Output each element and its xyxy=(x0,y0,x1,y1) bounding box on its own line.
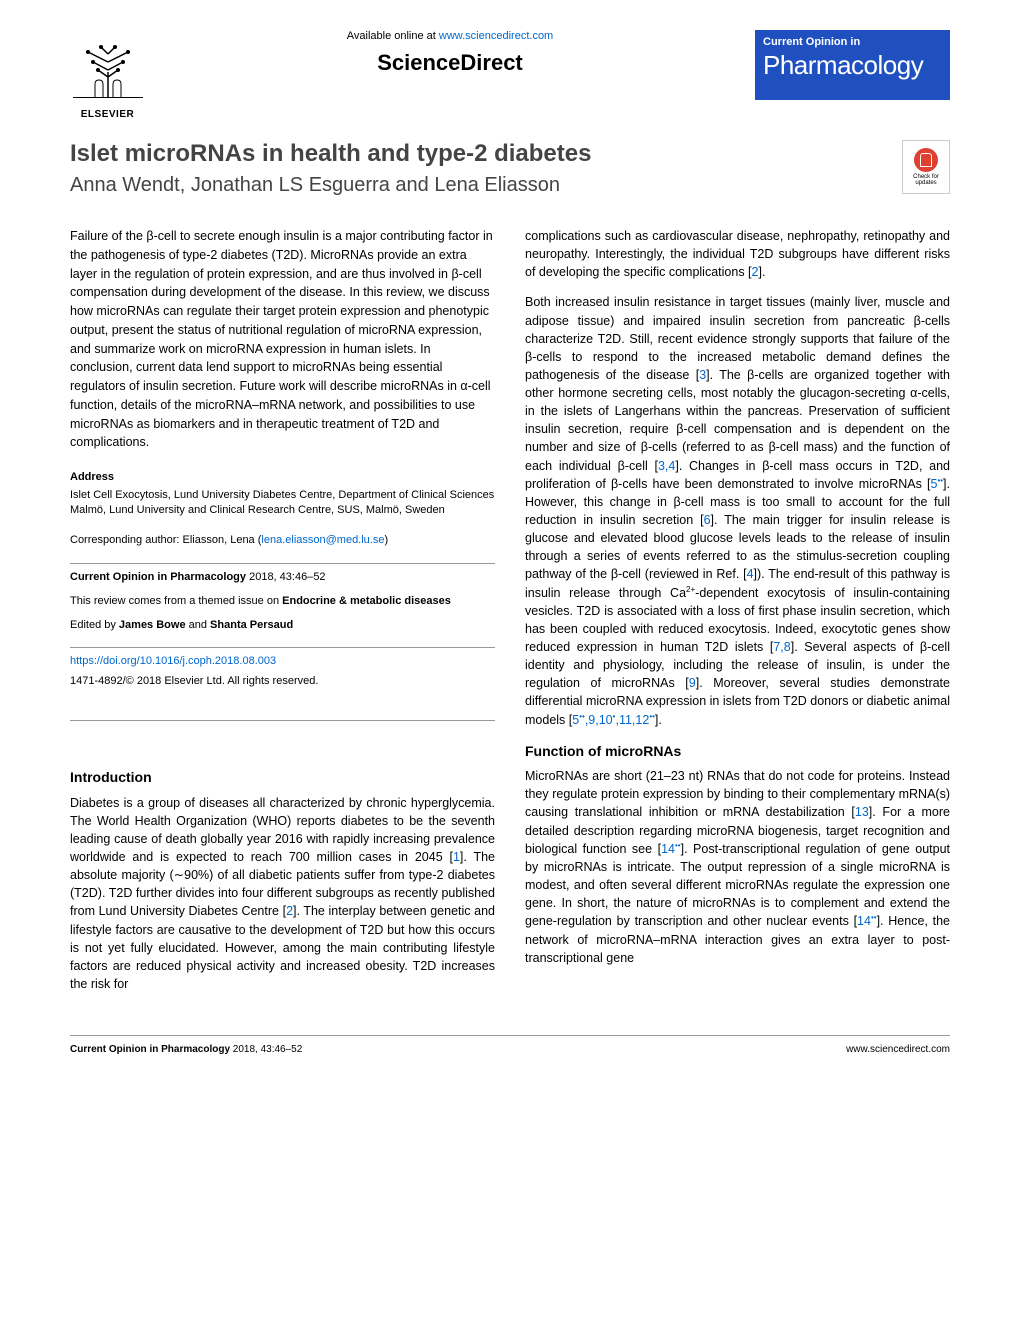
elsevier-text: ELSEVIER xyxy=(81,109,134,120)
intro-head: Introduction xyxy=(70,767,495,787)
edited-prefix: Edited by xyxy=(70,619,119,631)
ref-6[interactable]: 6 xyxy=(704,513,711,527)
intro-p1-a: Diabetes is a group of diseases all char… xyxy=(70,796,495,864)
title-block: Islet microRNAs in health and type-2 dia… xyxy=(70,140,902,197)
authors: Anna Wendt, Jonathan LS Esguerra and Len… xyxy=(70,174,902,197)
article-title: Islet microRNAs in health and type-2 dia… xyxy=(70,140,902,168)
ref-12[interactable]: 12 xyxy=(635,713,649,727)
func-head: Function of microRNAs xyxy=(525,741,950,761)
sciencedirect-logo: ScienceDirect xyxy=(165,50,735,76)
footer: Current Opinion in Pharmacology 2018, 43… xyxy=(70,1035,950,1055)
edited-by: Edited by James Bowe and Shanta Persaud xyxy=(70,618,495,634)
ref-14[interactable]: 14 xyxy=(661,842,675,856)
footer-left-bold: Current Opinion in Pharmacology xyxy=(70,1044,230,1055)
themed-bold: Endocrine & metabolic diseases xyxy=(282,595,451,607)
ref-1[interactable]: 1 xyxy=(453,850,460,864)
header: ELSEVIER Available online at www.science… xyxy=(70,30,950,120)
journal-badge-top: Current Opinion in xyxy=(763,36,942,48)
available-prefix: Available online at xyxy=(347,30,439,42)
corresponding-prefix: Corresponding author: Eliasson, Lena ( xyxy=(70,534,261,546)
center-header: Available online at www.sciencedirect.co… xyxy=(165,30,735,76)
editor-2: Shanta Persaud xyxy=(210,619,293,631)
intro-p1: Diabetes is a group of diseases all char… xyxy=(70,794,495,993)
ref-14b[interactable]: 14 xyxy=(857,914,871,928)
copyright: 1471-4892/© 2018 Elsevier Ltd. All right… xyxy=(70,674,495,690)
ref-10[interactable]: 10 xyxy=(599,713,613,727)
col2-p1-a: complications such as cardiovascular dis… xyxy=(525,229,950,279)
journal-badge-main: Pharmacology xyxy=(763,50,942,81)
footer-left: Current Opinion in Pharmacology 2018, 43… xyxy=(70,1044,302,1055)
elsevier-tree-icon xyxy=(73,42,143,107)
themed-issue: This review comes from a themed issue on… xyxy=(70,594,495,610)
footer-right: www.sciencedirect.com xyxy=(846,1044,950,1055)
abstract: Failure of the β-cell to secrete enough … xyxy=(70,227,495,452)
col2-p2-j: ]. xyxy=(655,713,662,727)
ref-11[interactable]: 11 xyxy=(619,713,632,727)
left-column: Failure of the β-cell to secrete enough … xyxy=(70,227,495,1005)
edited-and: and xyxy=(186,619,210,631)
doi-link[interactable]: https://doi.org/10.1016/j.coph.2018.08.0… xyxy=(70,655,276,667)
journal-cite-rest: 2018, 43:46–52 xyxy=(246,571,326,583)
ref-9[interactable]: 9 xyxy=(689,676,696,690)
address-body: Islet Cell Exocytosis, Lund University D… xyxy=(70,488,495,519)
divider xyxy=(70,647,495,648)
col2-p1: complications such as cardiovascular dis… xyxy=(525,227,950,281)
doi: https://doi.org/10.1016/j.coph.2018.08.0… xyxy=(70,654,495,670)
check-updates-icon xyxy=(914,148,938,172)
func-p1: MicroRNAs are short (21–23 nt) RNAs that… xyxy=(525,767,950,967)
col2-p2-b: ]. The β-cells are organized together wi… xyxy=(525,368,950,473)
journal-cite: Current Opinion in Pharmacology 2018, 43… xyxy=(70,570,495,586)
two-column-body: Failure of the β-cell to secrete enough … xyxy=(70,227,950,1005)
divider xyxy=(70,720,495,721)
ref-4[interactable]: 4 xyxy=(747,567,754,581)
corresponding-author: Corresponding author: Eliasson, Lena (le… xyxy=(70,533,495,549)
elsevier-logo: ELSEVIER xyxy=(70,30,145,120)
col2-p2: Both increased insulin resistance in tar… xyxy=(525,293,950,728)
themed-prefix: This review comes from a themed issue on xyxy=(70,595,282,607)
journal-badge: Current Opinion in Pharmacology xyxy=(755,30,950,100)
footer-left-rest: 2018, 43:46–52 xyxy=(230,1044,302,1055)
available-online: Available online at www.sciencedirect.co… xyxy=(165,30,735,42)
ca-sup: 2+ xyxy=(686,585,695,594)
ref-2[interactable]: 2 xyxy=(286,904,293,918)
check-updates-badge[interactable]: Check for updates xyxy=(902,140,950,194)
address-head: Address xyxy=(70,470,495,486)
ref-3-4[interactable]: 3,4 xyxy=(658,459,675,473)
check-updates-text: Check for updates xyxy=(905,174,947,186)
title-row: Islet microRNAs in health and type-2 dia… xyxy=(70,140,950,197)
col2-p1-b: ]. xyxy=(758,265,765,279)
corresponding-suffix: ) xyxy=(384,534,388,546)
editor-1: James Bowe xyxy=(119,619,186,631)
journal-cite-name: Current Opinion in Pharmacology xyxy=(70,571,246,583)
right-column: complications such as cardiovascular dis… xyxy=(525,227,950,1005)
divider xyxy=(70,563,495,564)
sciencedirect-link[interactable]: www.sciencedirect.com xyxy=(439,30,553,42)
corresponding-email[interactable]: lena.eliasson@med.lu.se xyxy=(261,534,384,546)
ref-13[interactable]: 13 xyxy=(855,805,869,819)
ref-7-8[interactable]: 7,8 xyxy=(773,640,790,654)
